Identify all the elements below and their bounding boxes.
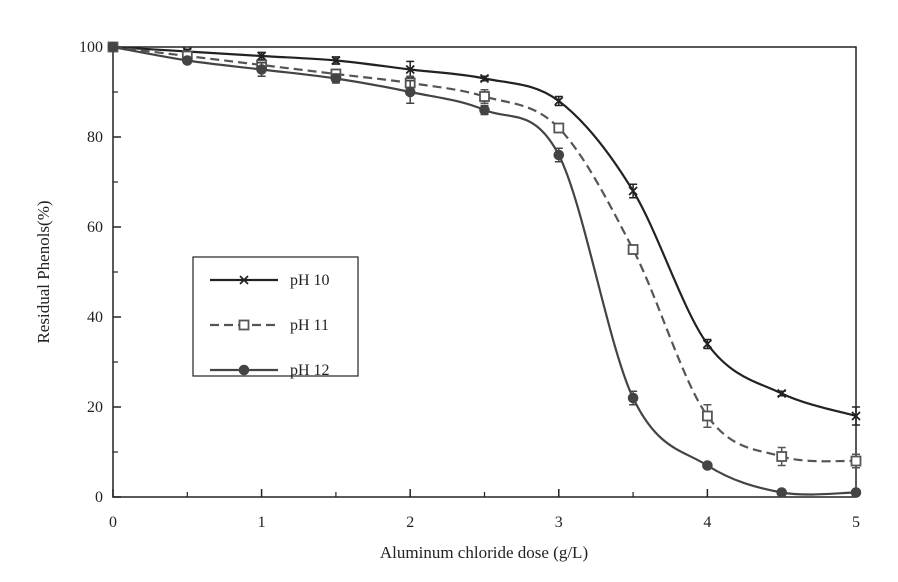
y-tick-label: 60 bbox=[87, 219, 103, 236]
series-ph-11-marker bbox=[553, 122, 565, 134]
y-tick-label: 40 bbox=[87, 309, 103, 326]
series-ph-12-marker bbox=[182, 55, 193, 66]
legend-label: pH 12 bbox=[290, 362, 330, 379]
y-tick-label: 0 bbox=[95, 489, 103, 506]
legend-label: pH 10 bbox=[290, 272, 330, 289]
legend-series-ph-12-marker bbox=[238, 364, 250, 376]
x-tick-label: 4 bbox=[703, 514, 711, 531]
series-ph-10-marker bbox=[256, 51, 267, 61]
series-ph-12-marker bbox=[256, 64, 267, 75]
series-ph-10-marker-stroke bbox=[256, 51, 267, 61]
series-ph-10-marker-stroke bbox=[405, 64, 415, 75]
series-ph-10-marker bbox=[851, 411, 861, 421]
series-ph-10-marker bbox=[628, 186, 638, 196]
legend-item-series-ph-10: pH 10 bbox=[210, 272, 330, 289]
series-ph-12 bbox=[107, 41, 862, 498]
y-axis-title: Residual Phenols(%) bbox=[34, 200, 53, 343]
series-ph-12-marker bbox=[107, 41, 119, 53]
legend-item-series-ph-11: pH 11 bbox=[210, 317, 329, 334]
series-layer bbox=[107, 41, 862, 498]
series-ph-10-marker-stroke bbox=[851, 411, 861, 421]
series-ph-10-marker-stroke bbox=[628, 186, 638, 196]
series-ph-11-line bbox=[112, 45, 857, 463]
y-tick-label: 80 bbox=[87, 129, 103, 146]
series-ph-10-marker-stroke bbox=[777, 388, 787, 399]
series-ph-12-marker bbox=[702, 460, 713, 471]
legend-series-ph-10-marker-stroke bbox=[239, 275, 249, 285]
legend-item-series-ph-12: pH 12 bbox=[210, 362, 330, 379]
series-ph-12-marker bbox=[627, 392, 639, 404]
series-ph-10-marker bbox=[777, 388, 787, 399]
series-ph-10-marker-stroke bbox=[702, 339, 713, 349]
x-tick-label: 3 bbox=[555, 514, 563, 531]
series-ph-12-line bbox=[112, 45, 857, 496]
series-ph-10-marker bbox=[331, 55, 341, 66]
legend-items: pH 10 pH 11 pH 12 bbox=[210, 272, 330, 379]
series-ph-11-marker bbox=[776, 451, 788, 462]
legend-series-ph-10-marker bbox=[239, 275, 249, 285]
series-ph-10-marker bbox=[479, 73, 490, 84]
y-tick-label: 100 bbox=[79, 39, 103, 56]
x-tick-label: 2 bbox=[406, 514, 414, 531]
series-ph-11-marker bbox=[850, 455, 862, 467]
series-ph-12-marker bbox=[330, 73, 342, 84]
series-ph-11-marker bbox=[702, 410, 713, 422]
series-ph-11-marker bbox=[627, 244, 639, 255]
x-tick-label: 0 bbox=[109, 514, 117, 531]
y-axis: 0 20 40 60 80 100 bbox=[79, 39, 121, 506]
series-ph-10-marker-stroke bbox=[479, 73, 490, 84]
legend-series-ph-11-marker bbox=[238, 319, 250, 331]
legend-box bbox=[192, 256, 359, 377]
legend-label: pH 11 bbox=[290, 317, 329, 334]
series-ph-12-marker bbox=[404, 86, 416, 98]
series-ph-12-marker bbox=[850, 487, 862, 498]
series-ph-10-marker-stroke bbox=[554, 96, 564, 106]
series-ph-12-marker bbox=[479, 104, 490, 116]
y-tick-label: 20 bbox=[87, 399, 103, 416]
series-ph-10-line bbox=[112, 45, 857, 418]
series-ph-12-marker bbox=[553, 149, 565, 161]
series-ph-10-marker bbox=[554, 96, 564, 106]
series-ph-11-marker bbox=[479, 91, 490, 102]
x-axis: 0 1 2 3 4 5 bbox=[109, 489, 860, 531]
series-ph-10-marker bbox=[405, 64, 415, 75]
x-axis-title: Aluminum chloride dose (g/L) bbox=[380, 543, 588, 562]
series-ph-10-marker bbox=[702, 339, 713, 349]
x-tick-label: 5 bbox=[852, 514, 860, 531]
x-tick-label: 1 bbox=[258, 514, 266, 531]
series-ph-12-marker bbox=[776, 487, 788, 498]
series-ph-10 bbox=[108, 42, 861, 426]
legend: pH 10 pH 11 pH 12 bbox=[192, 256, 359, 379]
series-ph-10-marker-stroke bbox=[331, 55, 341, 66]
